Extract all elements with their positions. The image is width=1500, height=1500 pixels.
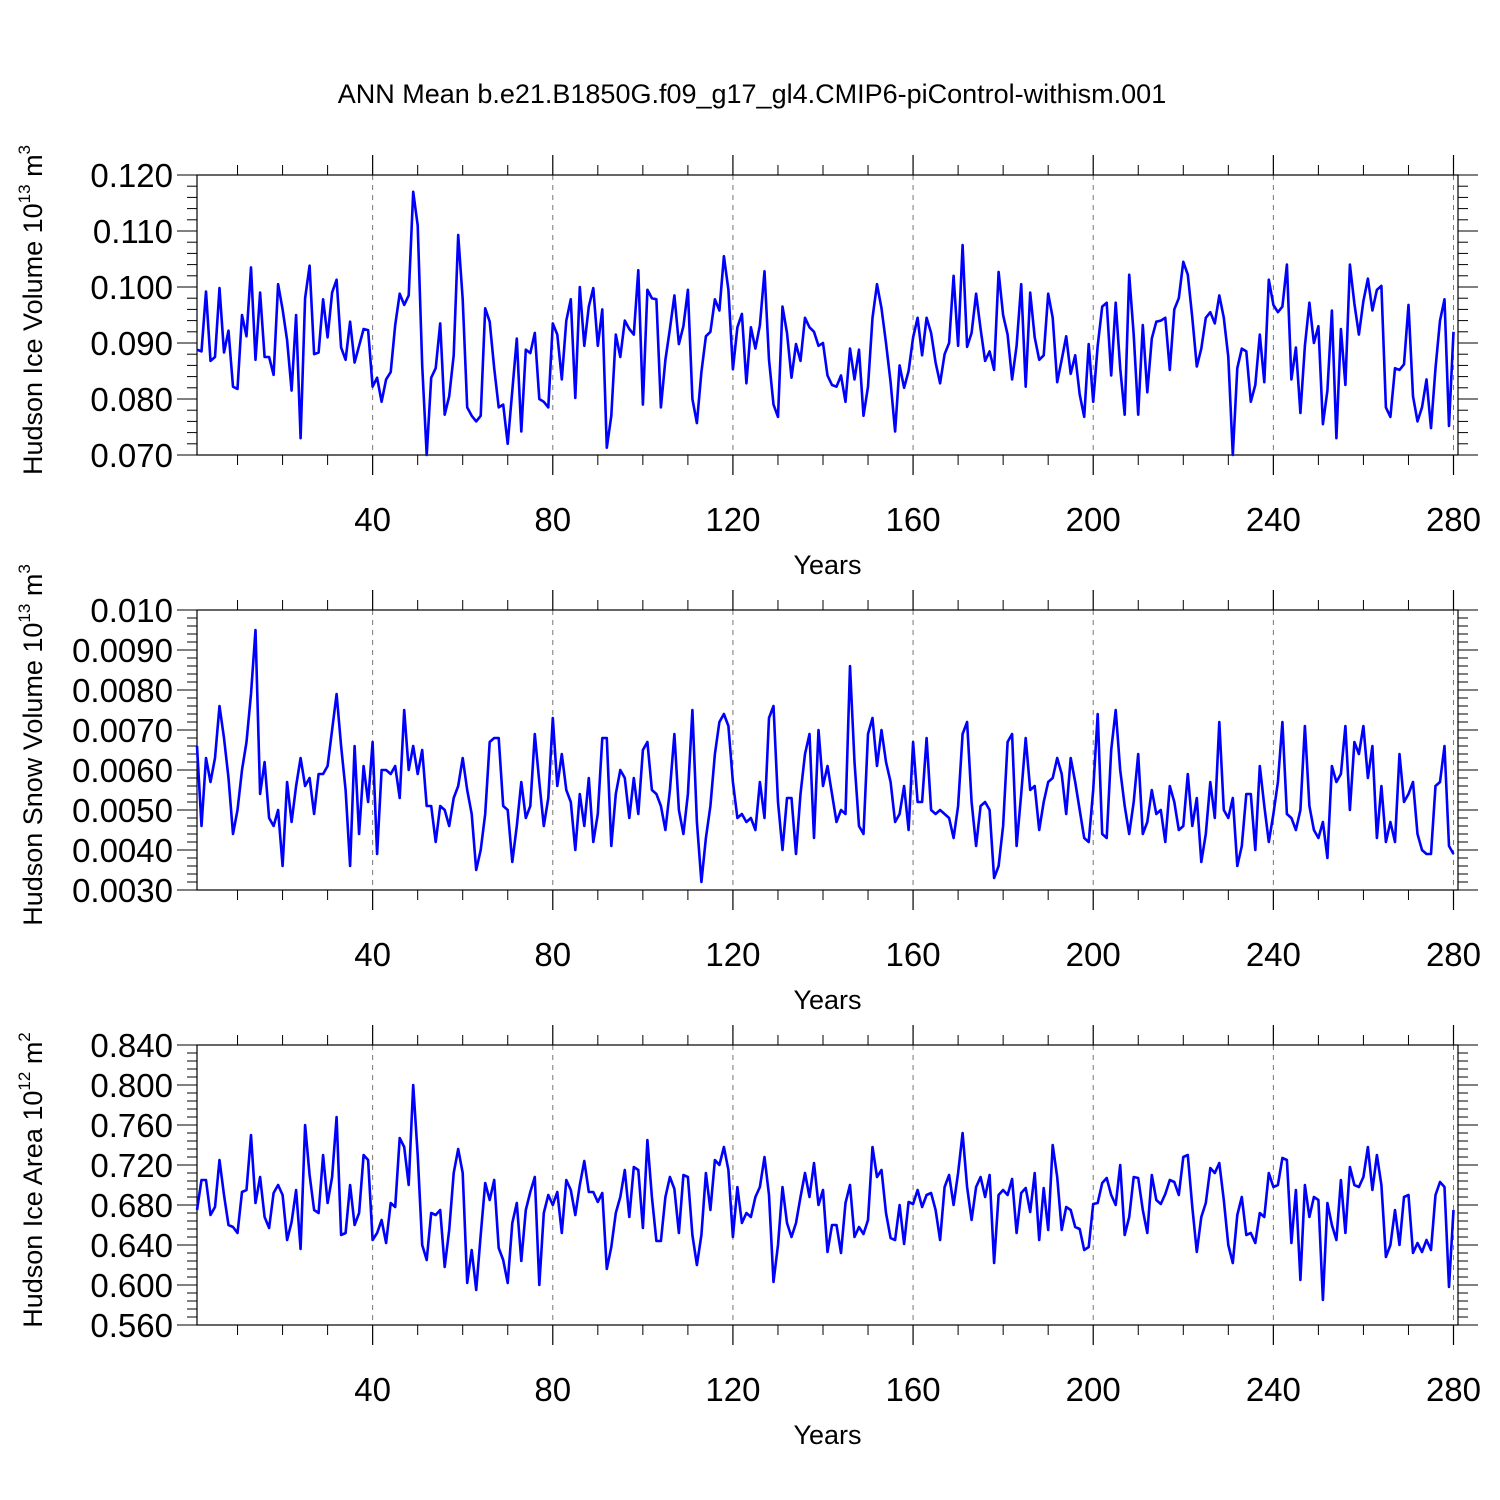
y-tick-label: 0.560 [90, 1307, 173, 1344]
x-axis-label: Years [793, 985, 861, 1015]
y-axis-label-unit-exponent: 3 [15, 564, 34, 573]
y-tick-label: 0.800 [90, 1067, 173, 1104]
plot-frame [196, 609, 1459, 891]
x-tick-label: 240 [1246, 1371, 1301, 1408]
figure-title: ANN Mean b.e21.B1850G.f09_g17_gl4.CMIP6-… [338, 79, 1166, 109]
y-tick-label: 0.080 [90, 381, 173, 418]
chart-panel-3: 40 80 120 160 200 240 2800.5600.6000.6400.6800… [15, 1025, 1481, 1450]
y-axis-label: Hudson Ice Area 1012 m2 [15, 1032, 48, 1328]
y-axis-label-unit-exponent: 3 [15, 145, 34, 154]
y-axis-label-text: Hudson Ice Area 10 [18, 1091, 48, 1328]
y-axis-label-exponent: 12 [15, 1072, 34, 1091]
series-line [195, 628, 1455, 884]
x-tick-label: 40 [354, 936, 391, 973]
y-tick-label: 0.640 [90, 1227, 173, 1264]
y-tick-label: 0.0080 [72, 672, 173, 709]
x-tick-label: 40 [354, 1371, 391, 1408]
y-axis-label-text: Hudson Ice Volume 10 [18, 203, 48, 475]
y-tick-label: 0.0070 [72, 712, 173, 749]
y-axis-label-exponent: 13 [15, 184, 34, 203]
y-tick-label: 0.680 [90, 1187, 173, 1224]
x-tick-label: 160 [886, 936, 941, 973]
x-tick-label: 280 [1426, 936, 1481, 973]
y-axis-label-unit: m [18, 574, 48, 604]
x-tick-label: 40 [354, 501, 391, 538]
chart-panel-2: 40 80 120 160 200 240 2800.00300.00400.00500.0… [15, 564, 1481, 1015]
y-tick-label: 0.0090 [72, 632, 173, 669]
y-tick-label: 0.0060 [72, 752, 173, 789]
plot-frame [196, 1044, 1459, 1326]
y-axis-label: Hudson Snow Volume 1013 m3 [15, 564, 48, 926]
y-axis-label-exponent: 13 [15, 604, 34, 623]
y-tick-label: 0.110 [93, 213, 173, 250]
y-tick-label: 0.0040 [72, 832, 173, 869]
y-axis-label: Hudson Ice Volume 1013 m3 [15, 145, 48, 475]
y-axis-label-unit: m [18, 1042, 48, 1072]
y-tick-label: 0.010 [90, 592, 173, 629]
x-axis-label: Years [793, 1420, 861, 1450]
x-tick-label: 280 [1426, 1371, 1481, 1408]
series-line [196, 190, 1455, 457]
x-tick-label: 240 [1246, 936, 1301, 973]
x-tick-label: 80 [534, 501, 571, 538]
y-axis-label-unit-exponent: 2 [15, 1032, 34, 1041]
plot-frame [196, 174, 1459, 456]
x-tick-label: 200 [1066, 1371, 1121, 1408]
series-line [195, 1083, 1455, 1302]
y-tick-label: 0.760 [90, 1107, 173, 1144]
x-tick-label: 200 [1066, 936, 1121, 973]
y-tick-label: 0.070 [90, 437, 173, 474]
x-tick-label: 120 [705, 1371, 760, 1408]
x-tick-label: 80 [534, 936, 571, 973]
y-tick-label: 0.0050 [72, 792, 173, 829]
y-axis-label-unit: m [18, 154, 48, 184]
x-tick-label: 120 [705, 501, 760, 538]
y-axis-label-text: Hudson Snow Volume 10 [18, 623, 48, 926]
x-tick-label: 240 [1246, 501, 1301, 538]
y-tick-label: 0.090 [90, 325, 173, 362]
y-tick-label: 0.0030 [72, 872, 173, 909]
x-tick-label: 160 [886, 501, 941, 538]
y-tick-label: 0.120 [90, 157, 173, 194]
x-tick-label: 80 [534, 1371, 571, 1408]
x-tick-label: 280 [1426, 501, 1481, 538]
x-tick-label: 120 [705, 936, 760, 973]
y-tick-label: 0.100 [90, 269, 173, 306]
y-tick-label: 0.840 [90, 1027, 173, 1064]
x-tick-label: 200 [1066, 501, 1121, 538]
chart-panel-1: 40 80 120 160 200 240 280 0.070 0.080 0.090 0.100 0… [15, 145, 1481, 580]
x-tick-label: 160 [886, 1371, 941, 1408]
y-tick-label: 0.720 [90, 1147, 173, 1184]
x-axis-label: Years [793, 550, 861, 580]
y-tick-label: 0.600 [90, 1267, 173, 1304]
